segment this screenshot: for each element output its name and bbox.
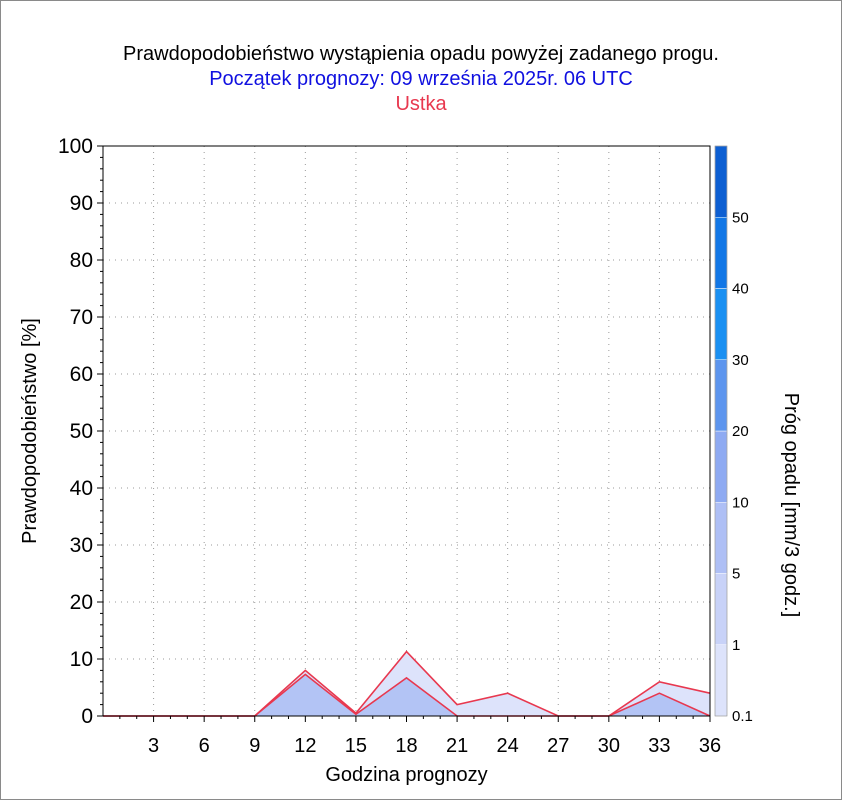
plot-border: [102, 145, 711, 717]
probability-areas: [103, 650, 711, 717]
chart-subtitle: Początek prognozy: 09 września 2025r. 06…: [209, 68, 633, 90]
x-tick-label: 18: [395, 735, 417, 757]
colorbar-segment: [714, 573, 728, 645]
x-tick-label: 36: [699, 735, 721, 757]
chart-title: Prawdopodobieństwo wystąpienia opadu pow…: [123, 43, 719, 65]
colorbar-tick-label: 10: [732, 494, 749, 511]
colorbar-segment: [714, 145, 728, 218]
x-tick-label: 3: [148, 735, 159, 757]
x-axis-label: Godzina prognozy: [325, 764, 487, 786]
colorbar-segment: [714, 430, 728, 503]
x-tick-label: 9: [249, 735, 260, 757]
y-tick-label: 100: [58, 135, 93, 158]
y-tick-label: 60: [70, 363, 93, 386]
x-tick-label: 15: [345, 735, 367, 757]
colorbar-tick-label: 40: [732, 281, 749, 298]
x-tick-label: 24: [497, 735, 519, 757]
area-threshold-1: [103, 674, 710, 716]
grid: [103, 146, 711, 716]
colorbar-segment: [714, 217, 728, 289]
x-tick-label: 27: [547, 735, 569, 757]
y-tick-label: 20: [70, 591, 93, 614]
colorbar-tick-label: 20: [732, 423, 749, 440]
x-tick-label: 30: [598, 735, 620, 757]
colorbar-tick-label: 0.1: [732, 708, 753, 725]
y-tick-label: 80: [70, 249, 93, 272]
colorbar-tick-label: 30: [732, 352, 749, 369]
y-tick-label: 30: [70, 534, 93, 557]
x-tick-label: 6: [199, 735, 210, 757]
y-tick-label: 90: [70, 192, 93, 215]
colorbar-segment: [714, 502, 728, 574]
y-axis-label: Prawdopodobieństwo [%]: [19, 318, 41, 544]
colorbar-tick-label: 1: [732, 637, 740, 654]
colorbar-border: [714, 145, 728, 717]
colorbar: 0.1 1 5 10 20 30 40 50: [714, 145, 753, 725]
x-tick-label: 33: [648, 735, 670, 757]
colorbar-segment: [714, 359, 728, 432]
x-tick-label: 21: [446, 735, 468, 757]
colorbar-segment: [714, 288, 728, 360]
y-tick-label: 70: [70, 306, 93, 329]
y-tick-label: 50: [70, 420, 93, 443]
colorbar-tick-label: 50: [732, 209, 749, 226]
x-tick-label: 12: [294, 735, 316, 757]
y-tick-label: 40: [70, 477, 93, 500]
y-tick-label: 0: [81, 705, 93, 728]
colorbar-label: Próg opadu [mm/3 godz.]: [780, 393, 802, 618]
colorbar-segment: [714, 644, 728, 717]
y-tick-label: 10: [70, 648, 93, 671]
chart-location: Ustka: [395, 93, 447, 115]
colorbar-tick-label: 5: [732, 566, 740, 583]
